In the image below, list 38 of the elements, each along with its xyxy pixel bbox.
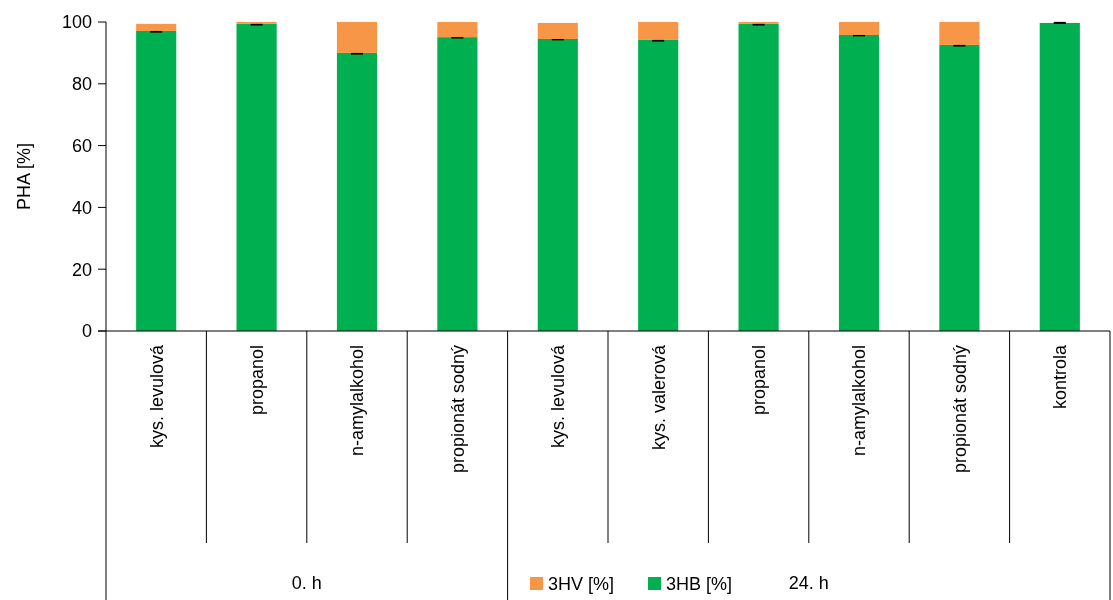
y-axis-title: PHA [%] <box>14 142 34 211</box>
bar <box>838 22 880 35</box>
legend-label: 3HB [%] <box>666 574 733 595</box>
bar <box>437 37 478 331</box>
bar <box>136 23 177 31</box>
x-tick-label: kontrola <box>1050 344 1071 410</box>
x-tick-label: kys. levulová <box>548 344 569 449</box>
bar <box>838 34 880 331</box>
text: 24. h <box>788 573 829 594</box>
bar <box>236 23 277 331</box>
x-tick-label: kys. levulová <box>146 344 167 449</box>
bar <box>537 22 578 39</box>
bar <box>136 30 177 331</box>
x-tick-label: n-amylalkohol <box>849 345 870 457</box>
y-tick-label: 20 <box>71 259 92 280</box>
x-tick-label: propionát sodný <box>949 345 970 474</box>
legend-label: 3HV [%] <box>548 574 615 595</box>
x-tick-label: propanol <box>246 345 267 416</box>
x-tick-label: kys. valerová <box>648 344 669 451</box>
bar <box>738 23 779 331</box>
y-tick-label: 100 <box>61 12 92 33</box>
bar <box>336 22 378 53</box>
text: 0. h <box>291 573 322 594</box>
y-tick-label: 60 <box>71 135 92 156</box>
bar <box>437 22 478 38</box>
y-tick-label: 80 <box>71 74 92 95</box>
y-tick-label: 40 <box>71 197 92 218</box>
x-tick-label: propionát sodný <box>447 345 468 474</box>
x-tick-label: propanol <box>748 345 769 416</box>
y-tick-label: 0 <box>81 321 92 342</box>
bar <box>939 44 980 331</box>
bar <box>939 22 980 45</box>
bar <box>638 39 679 331</box>
x-tick-label: n-amylalkohol <box>347 345 368 457</box>
bar <box>537 38 578 331</box>
bar <box>1039 22 1080 331</box>
bar <box>336 52 378 331</box>
bar <box>638 22 679 40</box>
